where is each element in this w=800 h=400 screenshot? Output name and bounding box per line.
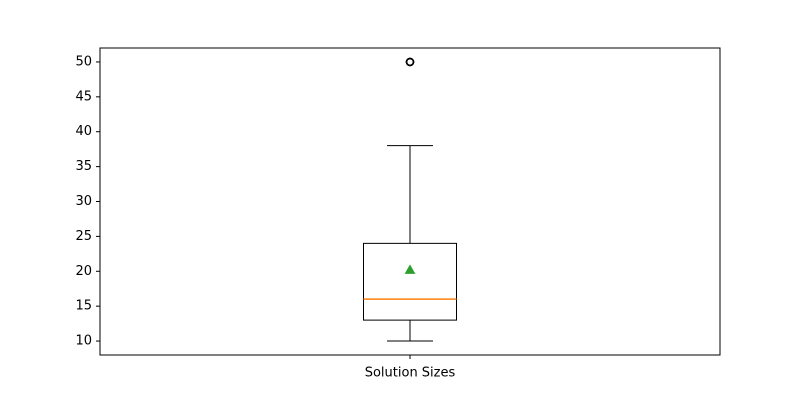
y-tick-label: 40 (75, 124, 92, 139)
x-tick-label: Solution Sizes (365, 366, 456, 381)
box-plot-marks (363, 57, 457, 342)
y-tick-label: 10 (75, 334, 92, 349)
y-tick-label: 50 (75, 54, 92, 69)
iqr-box (363, 242, 457, 321)
y-tick-label: 25 (75, 229, 92, 244)
y-axis: 10 15 20 25 30 35 40 45 50 (75, 54, 100, 349)
y-tick-label: 30 (75, 194, 92, 209)
y-tick-label: 20 (75, 264, 92, 279)
y-tick-label: 35 (75, 159, 92, 174)
y-tick-label: 15 (75, 299, 92, 314)
y-tick-label: 45 (75, 89, 92, 104)
outlier-point (405, 57, 415, 67)
mean-marker (404, 264, 416, 274)
x-axis: Solution Sizes (365, 355, 456, 381)
